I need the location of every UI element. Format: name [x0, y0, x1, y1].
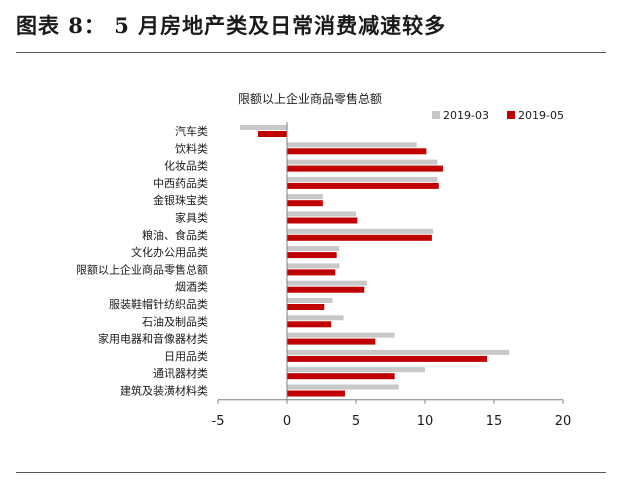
- category-label: 金银珠宝类: [153, 193, 208, 207]
- category-label: 建筑及装潢材料类: [120, 384, 208, 398]
- bar-2019-03-4: [287, 194, 323, 200]
- bar-2019-03-7: [287, 246, 340, 252]
- bar-2019-05-13: [287, 355, 488, 362]
- legend: 2019-03 2019-05: [432, 109, 564, 122]
- bar-2019-03-8: [287, 263, 340, 269]
- bar-2019-03-11: [287, 315, 344, 321]
- category-label: 日用品类: [164, 349, 208, 363]
- bar-2019-03-14: [287, 367, 425, 373]
- category-label: 限额以上企业商品零售总额: [76, 262, 208, 276]
- bar-2019-05-6: [287, 234, 432, 241]
- bar-2019-05-15: [287, 390, 345, 397]
- x-tick-label: 15: [486, 414, 503, 429]
- category-label: 中西药品类: [153, 176, 208, 190]
- x-tick-label: 5: [352, 414, 360, 429]
- category-label: 粮油、食品类: [142, 228, 208, 242]
- bar-2019-03-3: [287, 176, 438, 182]
- category-label: 化妆品类: [164, 159, 208, 173]
- bar-2019-03-13: [287, 349, 510, 355]
- category-label: 石油及制品类: [142, 314, 208, 328]
- category-label: 家用电器和音像器材类: [98, 332, 208, 346]
- x-tick-label: -5: [212, 414, 225, 429]
- x-tick-label: 0: [283, 414, 291, 429]
- bar-2019-03-6: [287, 228, 434, 234]
- category-label: 烟酒类: [175, 280, 208, 294]
- bar-2019-05-2: [287, 165, 443, 172]
- bar-2019-05-8: [287, 269, 336, 276]
- category-label: 汽车类: [175, 124, 208, 138]
- legend-swatch-2019-05: [507, 111, 515, 119]
- bar-2019-05-5: [287, 217, 358, 224]
- page-title: 图表 8： 5 月房地产类及日常消费减速较多: [16, 13, 447, 38]
- bar-2019-03-15: [287, 384, 399, 390]
- bar-2019-05-9: [287, 286, 365, 293]
- category-label: 服装鞋帽针纺织品类: [109, 297, 208, 311]
- legend-label-2019-05: 2019-05: [518, 109, 564, 122]
- x-tick-label: 20: [555, 414, 572, 429]
- bar-2019-05-4: [287, 200, 323, 207]
- top-divider: [16, 52, 606, 53]
- x-tick-label: 10: [417, 414, 434, 429]
- bar-2019-03-9: [287, 280, 368, 286]
- bar-2019-05-10: [287, 304, 325, 310]
- bar-2019-05-3: [287, 182, 439, 189]
- category-label: 文化办公用品类: [131, 245, 208, 259]
- bars-group: [240, 125, 510, 397]
- bar-2019-03-1: [287, 142, 417, 148]
- bar-2019-05-11: [287, 321, 332, 328]
- bar-2019-05-12: [287, 338, 376, 345]
- bar-2019-03-2: [287, 159, 438, 165]
- category-label: 家具类: [175, 211, 208, 225]
- bar-2019-03-10: [287, 298, 333, 303]
- legend-swatch-2019-03: [432, 111, 440, 119]
- bottom-divider: [16, 472, 606, 473]
- category-label: 饮料类: [175, 141, 208, 155]
- bar-2019-03-12: [287, 332, 395, 338]
- bar-2019-03-5: [287, 211, 356, 217]
- category-labels: 汽车类饮料类化妆品类中西药品类金银珠宝类家具类粮油、食品类文化办公用品类限额以上…: [76, 124, 208, 398]
- x-axis-ticks: -5 0 5 10 15 20: [212, 399, 572, 429]
- bar-2019-05-0: [258, 131, 287, 137]
- category-label: 通讯器材类: [153, 366, 208, 380]
- bar-2019-05-14: [287, 373, 395, 380]
- chart-title: 限额以上企业商品零售总额: [238, 91, 382, 106]
- bar-2019-03-0: [240, 125, 287, 130]
- legend-label-2019-03: 2019-03: [443, 109, 489, 122]
- bar-2019-05-1: [287, 148, 427, 155]
- bar-2019-05-7: [287, 252, 337, 259]
